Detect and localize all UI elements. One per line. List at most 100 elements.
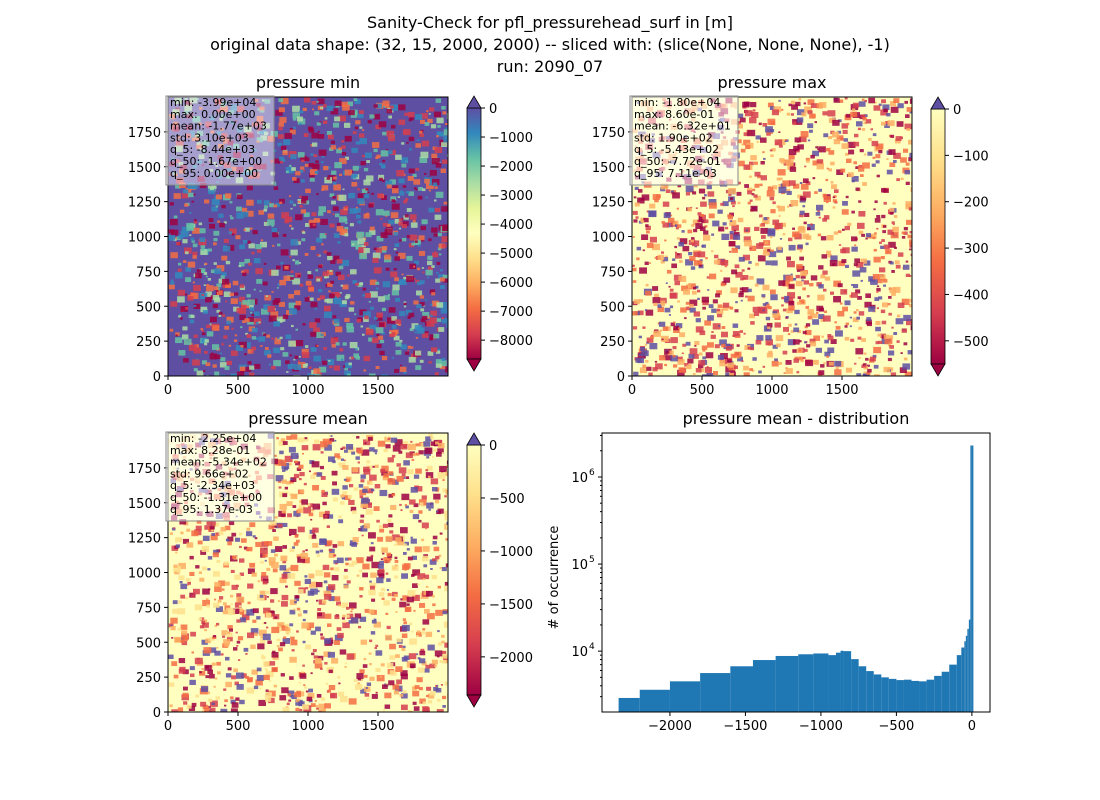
y-tick-label: 750	[600, 265, 625, 280]
heatmap-cell	[785, 188, 790, 193]
heatmap-cell	[304, 163, 309, 167]
heatmap-cell	[298, 360, 301, 363]
heatmap-cell	[261, 308, 269, 315]
heatmap-cell	[421, 495, 427, 500]
heatmap-cell	[367, 191, 370, 194]
heatmap-cell	[336, 148, 342, 154]
heatmap-cell	[272, 529, 276, 532]
heatmap-cell	[398, 467, 407, 474]
heatmap-cell	[796, 371, 800, 374]
heatmap-cell	[891, 221, 895, 224]
heatmap-cell	[283, 275, 291, 281]
heatmap-cell	[896, 340, 900, 343]
heatmap-cell	[720, 202, 724, 206]
heatmap-cell	[860, 279, 863, 282]
heatmap-cell	[276, 437, 279, 440]
heatmap-cell	[277, 600, 281, 602]
heatmap-cell	[394, 560, 399, 563]
heatmap-cell	[385, 572, 389, 575]
heatmap-cell	[881, 99, 886, 104]
heatmap-cell	[235, 235, 241, 240]
heatmap-cell	[372, 142, 380, 148]
heatmap-cell	[388, 471, 394, 476]
heatmap-cell	[753, 311, 760, 316]
heatmap-cell	[677, 253, 680, 256]
heatmap-cell	[246, 294, 251, 298]
heatmap-cell	[318, 289, 323, 293]
heatmap-cell	[799, 213, 804, 218]
heatmap-cell	[792, 231, 800, 238]
heatmap-cell	[832, 196, 835, 199]
heatmap-cell	[805, 181, 811, 186]
heatmap-cell	[447, 358, 448, 364]
heatmap-cell	[339, 649, 347, 655]
heatmap-cell	[894, 138, 901, 144]
heatmap-cell	[368, 609, 375, 614]
heatmap-cell	[433, 337, 436, 340]
heatmap-cell	[322, 501, 327, 506]
heatmap-cell	[895, 136, 902, 141]
heatmap-cell	[320, 106, 324, 110]
heatmap-cell	[765, 301, 769, 305]
heatmap-cell	[308, 163, 314, 168]
heatmap-cell	[294, 364, 302, 370]
heatmap-cell	[382, 100, 390, 106]
heatmap-cell	[653, 330, 661, 337]
heatmap-cell	[319, 465, 324, 470]
heatmap-cell	[805, 359, 813, 367]
heatmap-cell	[273, 360, 281, 367]
heatmap-cell	[778, 205, 785, 212]
colorbar-tick-label: −400	[953, 288, 989, 303]
heatmap-cell	[181, 226, 190, 233]
heatmap-cell	[252, 619, 257, 623]
heatmap-cell	[292, 105, 300, 112]
heatmap-cell	[824, 276, 831, 281]
heatmap-cell	[315, 705, 319, 708]
heatmap-cell	[721, 343, 726, 348]
heatmap-cell	[293, 358, 296, 361]
heatmap-cell	[388, 135, 395, 142]
heatmap-cell	[427, 266, 433, 271]
heatmap-cell	[406, 255, 413, 261]
heatmap-cell	[221, 272, 227, 277]
heatmap-cell	[327, 255, 333, 261]
heatmap-cell	[861, 114, 866, 118]
heatmap-cell	[658, 321, 666, 327]
heatmap-cell	[687, 229, 693, 234]
heatmap-cell	[219, 362, 227, 368]
heatmap-cell	[343, 365, 347, 368]
heatmap-cell	[770, 249, 774, 252]
heatmap-cell	[359, 495, 364, 499]
heatmap-cell	[243, 125, 252, 133]
heatmap-cell	[199, 228, 206, 234]
heatmap-cell	[262, 633, 271, 641]
heatmap-cell	[349, 563, 354, 567]
heatmap-cell	[441, 159, 448, 164]
heatmap-cell	[373, 113, 381, 120]
heatmap-cell	[386, 223, 391, 227]
heatmap-cell	[909, 111, 912, 114]
heatmap-cell	[317, 298, 321, 301]
heatmap-cell	[387, 457, 394, 463]
heatmap-cell	[691, 237, 695, 240]
heatmap-cell	[207, 669, 213, 674]
heatmap-cell	[424, 609, 430, 614]
heatmap-cell	[676, 323, 683, 329]
heatmap-cell	[439, 277, 445, 282]
heatmap-cell	[380, 468, 386, 473]
heatmap-cell	[297, 152, 305, 158]
heatmap-cell	[356, 574, 360, 577]
heatmap-cell	[849, 316, 852, 319]
heatmap-cell	[905, 273, 910, 277]
stats-line: q_50: -1.67e+00	[170, 155, 262, 168]
heatmap-cell	[904, 170, 911, 175]
heatmap-cell	[263, 304, 271, 310]
heatmap-cell	[305, 690, 309, 693]
histogram-bar	[896, 680, 904, 712]
heatmap-cell	[241, 304, 247, 309]
heatmap-cell	[802, 178, 809, 183]
heatmap-cell	[178, 658, 186, 664]
heatmap-cell	[169, 704, 173, 708]
heatmap-cell	[247, 601, 251, 605]
heatmap-cell	[183, 701, 188, 705]
